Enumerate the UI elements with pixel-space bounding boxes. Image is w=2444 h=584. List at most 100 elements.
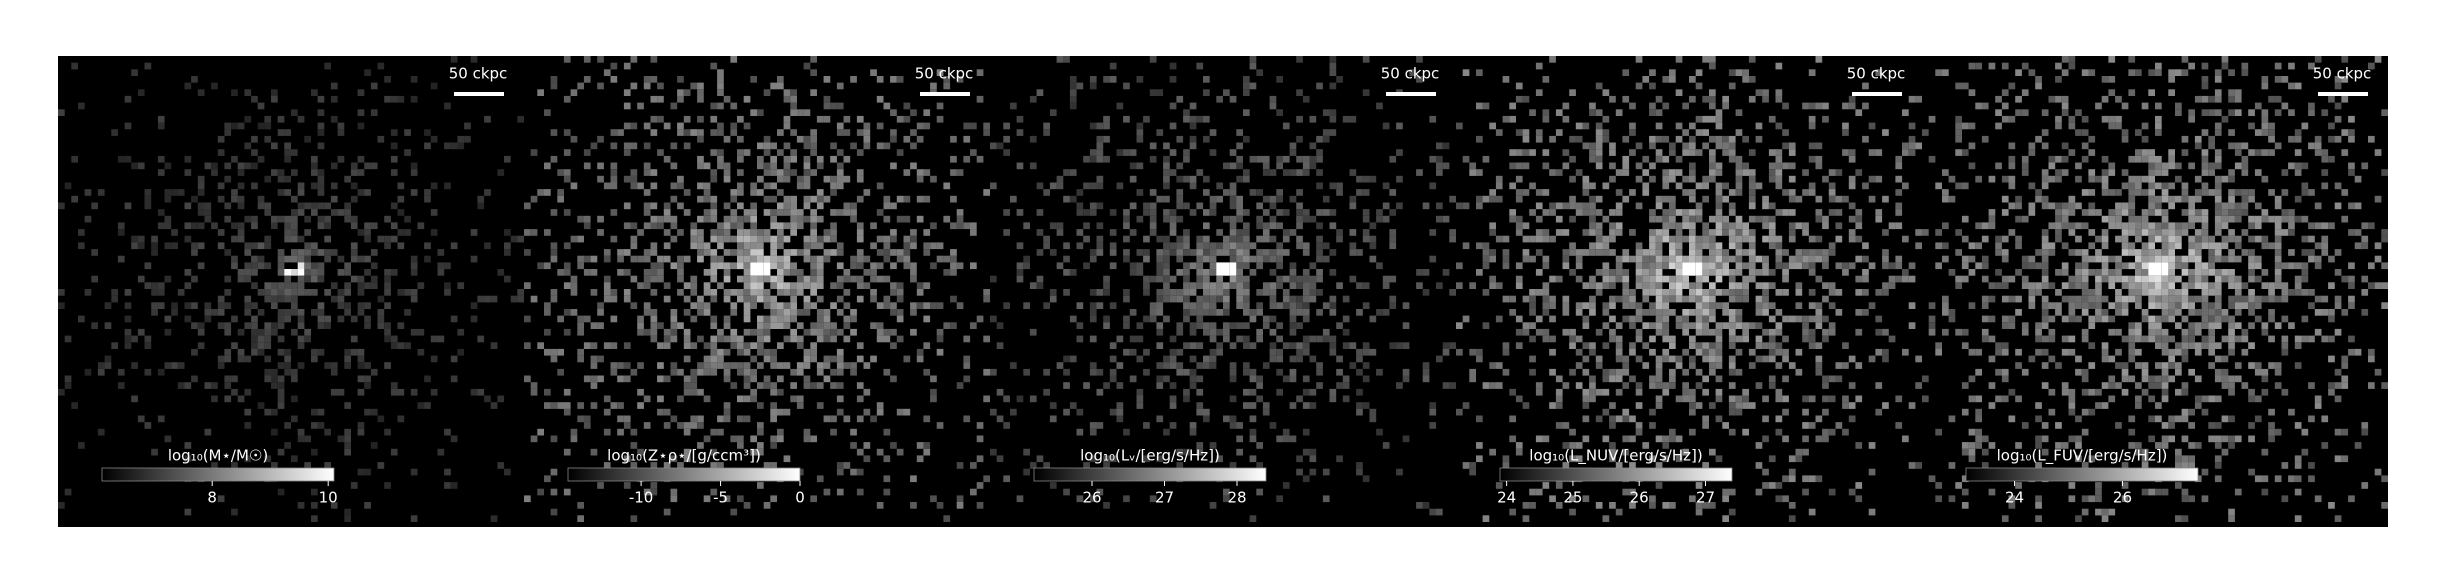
- pixel: [1189, 142, 1197, 150]
- pixel: [1502, 262, 1510, 270]
- pixel: [856, 149, 864, 156]
- pixel: [1775, 122, 1783, 130]
- pixel: [2068, 222, 2076, 230]
- pixel: [1575, 122, 1583, 130]
- pixel: [1822, 222, 1829, 230]
- pixel: [1163, 162, 1170, 170]
- pixel: [177, 189, 185, 196]
- pixel: [1136, 189, 1144, 196]
- pixel: [1362, 375, 1370, 383]
- pixel: [1808, 335, 1816, 343]
- pixel: [1728, 202, 1736, 210]
- pixel: [2135, 129, 2142, 136]
- pixel: [810, 169, 817, 176]
- pixel: [1256, 202, 1263, 210]
- pixel: [1682, 129, 1689, 136]
- pixel: [1289, 342, 1297, 349]
- pixel: [510, 235, 518, 243]
- pixel: [2021, 215, 2029, 223]
- pixel: [2055, 115, 2062, 123]
- pixel: [650, 215, 658, 223]
- pixel: [1016, 129, 1024, 136]
- pixel: [444, 289, 451, 296]
- pixel: [530, 229, 538, 236]
- pixel: [643, 275, 651, 283]
- pixel: [1669, 249, 1676, 256]
- pixel: [1942, 69, 1949, 76]
- pixel: [803, 375, 811, 383]
- pixel: [976, 155, 984, 163]
- pixel: [737, 395, 744, 403]
- pixel: [350, 249, 358, 256]
- pixel: [1522, 515, 1530, 522]
- pixel: [1762, 468, 1769, 476]
- pixel: [2088, 202, 2096, 210]
- pixel: [1515, 448, 1523, 456]
- pixel: [1203, 269, 1210, 276]
- pixel: [1143, 235, 1150, 243]
- pixel: [504, 229, 511, 236]
- pixel: [1642, 269, 1650, 276]
- pixel: [251, 328, 258, 336]
- pixel: [577, 82, 584, 90]
- pixel: [157, 302, 165, 309]
- pixel: [2121, 102, 2129, 110]
- pixel: [291, 415, 298, 423]
- pixel: [810, 69, 817, 76]
- pixel: [1569, 455, 1576, 463]
- pixel: [1262, 235, 1270, 243]
- pixel: [2274, 195, 2282, 203]
- pixel: [1156, 309, 1164, 316]
- pixel: [1722, 195, 1729, 203]
- pixel: [916, 135, 924, 143]
- pixel: [1176, 255, 1184, 263]
- pixel: [271, 302, 278, 309]
- pixel: [1083, 182, 1090, 190]
- pixel: [1096, 488, 1104, 496]
- pixel: [757, 189, 764, 196]
- pixel: [1083, 155, 1090, 163]
- pixel: [963, 335, 971, 343]
- pixel: [2381, 109, 2388, 116]
- pixel: [1649, 322, 1656, 329]
- pixel: [1043, 368, 1050, 376]
- pixel: [1595, 142, 1603, 150]
- pixel: [291, 289, 298, 296]
- pixel: [524, 229, 531, 236]
- pixel: [1136, 402, 1144, 409]
- pixel: [1302, 348, 1310, 356]
- pixel: [291, 295, 298, 303]
- pixel: [2268, 95, 2275, 103]
- pixel: [1748, 56, 1756, 63]
- pixel: [2334, 82, 2342, 90]
- pixel: [770, 215, 777, 223]
- pixel: [1669, 375, 1676, 383]
- pixel: [271, 375, 278, 383]
- pixel: [2261, 129, 2269, 136]
- pixel: [2181, 195, 2189, 203]
- pixel: [384, 242, 391, 250]
- pixel: [830, 328, 837, 336]
- pixel: [1442, 348, 1450, 356]
- pixel: [770, 195, 777, 203]
- pixel: [224, 355, 232, 363]
- pixel: [2321, 155, 2329, 163]
- pixel: [1362, 348, 1370, 356]
- pixel: [890, 235, 897, 243]
- pixel: [790, 368, 797, 376]
- pixel: [397, 195, 405, 203]
- pixel: [1262, 408, 1270, 416]
- pixel: [1748, 229, 1756, 236]
- pixel: [2328, 135, 2335, 143]
- pixel: [830, 142, 837, 150]
- pixel: [1609, 375, 1616, 383]
- pixel: [1742, 322, 1749, 329]
- pixel: [1595, 135, 1603, 143]
- pixel: [697, 129, 704, 136]
- pixel: [956, 76, 964, 83]
- pixel: [1595, 82, 1603, 90]
- pixel: [1436, 162, 1443, 170]
- pixel: [1635, 275, 1643, 283]
- pixel: [2168, 76, 2175, 83]
